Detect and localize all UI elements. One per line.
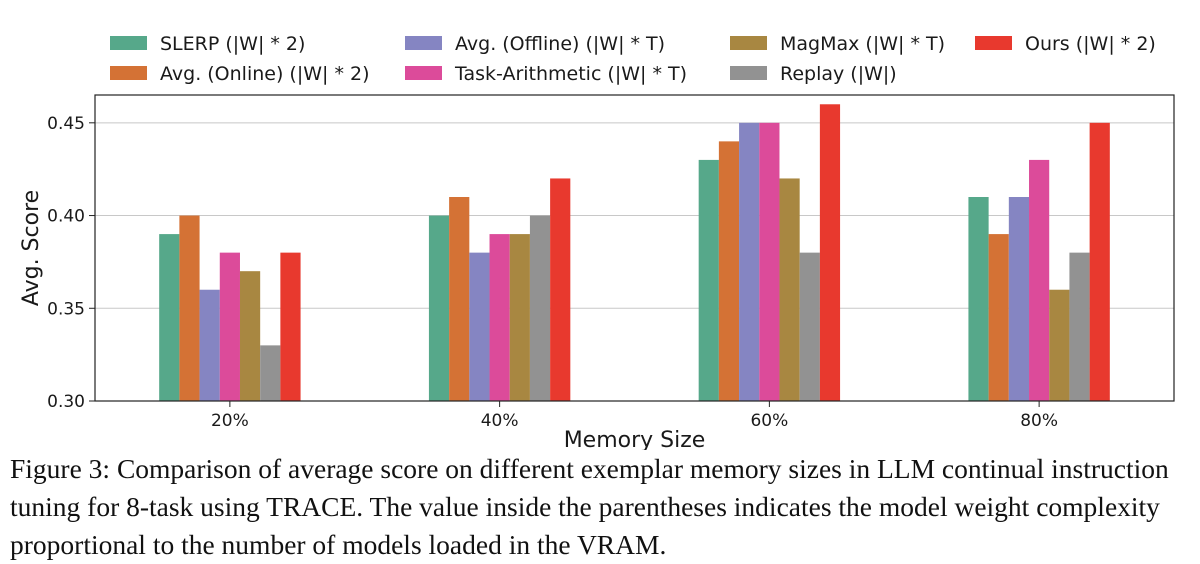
x-axis-ticks: 20% 40% 60% 80% <box>211 401 1058 431</box>
bar <box>988 234 1009 401</box>
bar <box>718 141 740 401</box>
legend-swatch <box>110 36 147 50</box>
bar <box>179 215 200 401</box>
bar <box>739 122 760 402</box>
legend-swatch <box>110 66 147 80</box>
bar <box>489 234 510 401</box>
y-axis-label: Avg. Score <box>19 190 44 306</box>
y-tick-label: 0.35 <box>47 299 85 319</box>
bar <box>280 252 301 401</box>
bar <box>469 252 490 401</box>
chart: SLERP (|W| * 2) Avg. (Online) (|W| * 2) Av… <box>19 33 1175 450</box>
bar <box>1069 252 1090 401</box>
bar <box>449 197 470 401</box>
legend-label: Replay (|W|) <box>780 63 897 85</box>
legend: SLERP (|W| * 2) Avg. (Online) (|W| * 2) Av… <box>110 33 1156 85</box>
bar <box>509 234 530 401</box>
y-tick-label: 0.45 <box>47 114 85 134</box>
bar <box>1029 159 1050 401</box>
y-axis-ticks: 0.30 0.35 0.40 0.45 <box>47 114 95 412</box>
y-tick-label: 0.30 <box>47 392 85 412</box>
plot-frame <box>94 94 1175 402</box>
bar <box>1049 289 1070 401</box>
bar <box>779 178 800 401</box>
legend-label: Ours (|W| * 2) <box>1025 33 1156 55</box>
bar <box>819 104 841 401</box>
x-tick-label: 20% <box>211 411 249 431</box>
bar <box>759 122 780 402</box>
bar <box>260 345 281 401</box>
legend-swatch <box>405 66 442 80</box>
bar <box>1008 197 1030 401</box>
legend-label: MagMax (|W| * T) <box>780 33 945 55</box>
legend-label: Avg. (Offline) (|W| * T) <box>455 33 665 55</box>
x-axis-label: Memory Size <box>564 428 706 450</box>
legend-swatch <box>405 36 442 50</box>
legend-label: SLERP (|W| * 2) <box>160 33 305 55</box>
legend-swatch <box>975 36 1012 50</box>
bars <box>159 104 1110 402</box>
bar <box>968 197 989 401</box>
legend-swatch <box>730 66 767 80</box>
bar <box>159 234 180 401</box>
x-tick-label: 60% <box>750 411 788 431</box>
x-tick-label: 80% <box>1020 411 1058 431</box>
y-tick-label: 0.40 <box>47 207 85 227</box>
bar <box>239 271 261 401</box>
bar <box>799 252 820 401</box>
legend-label: Avg. (Online) (|W| * 2) <box>160 63 370 85</box>
bar <box>529 215 551 401</box>
bar <box>550 178 571 401</box>
bar <box>428 215 450 401</box>
bar <box>199 289 220 401</box>
legend-label: Task-Arithmetic (|W| * T) <box>454 63 687 85</box>
bar <box>698 159 719 401</box>
bar <box>1089 122 1110 402</box>
figure-caption: Figure 3: Comparison of average score on… <box>10 453 1169 560</box>
x-tick-label: 40% <box>481 411 519 431</box>
bar <box>219 252 240 401</box>
legend-swatch <box>730 36 767 50</box>
